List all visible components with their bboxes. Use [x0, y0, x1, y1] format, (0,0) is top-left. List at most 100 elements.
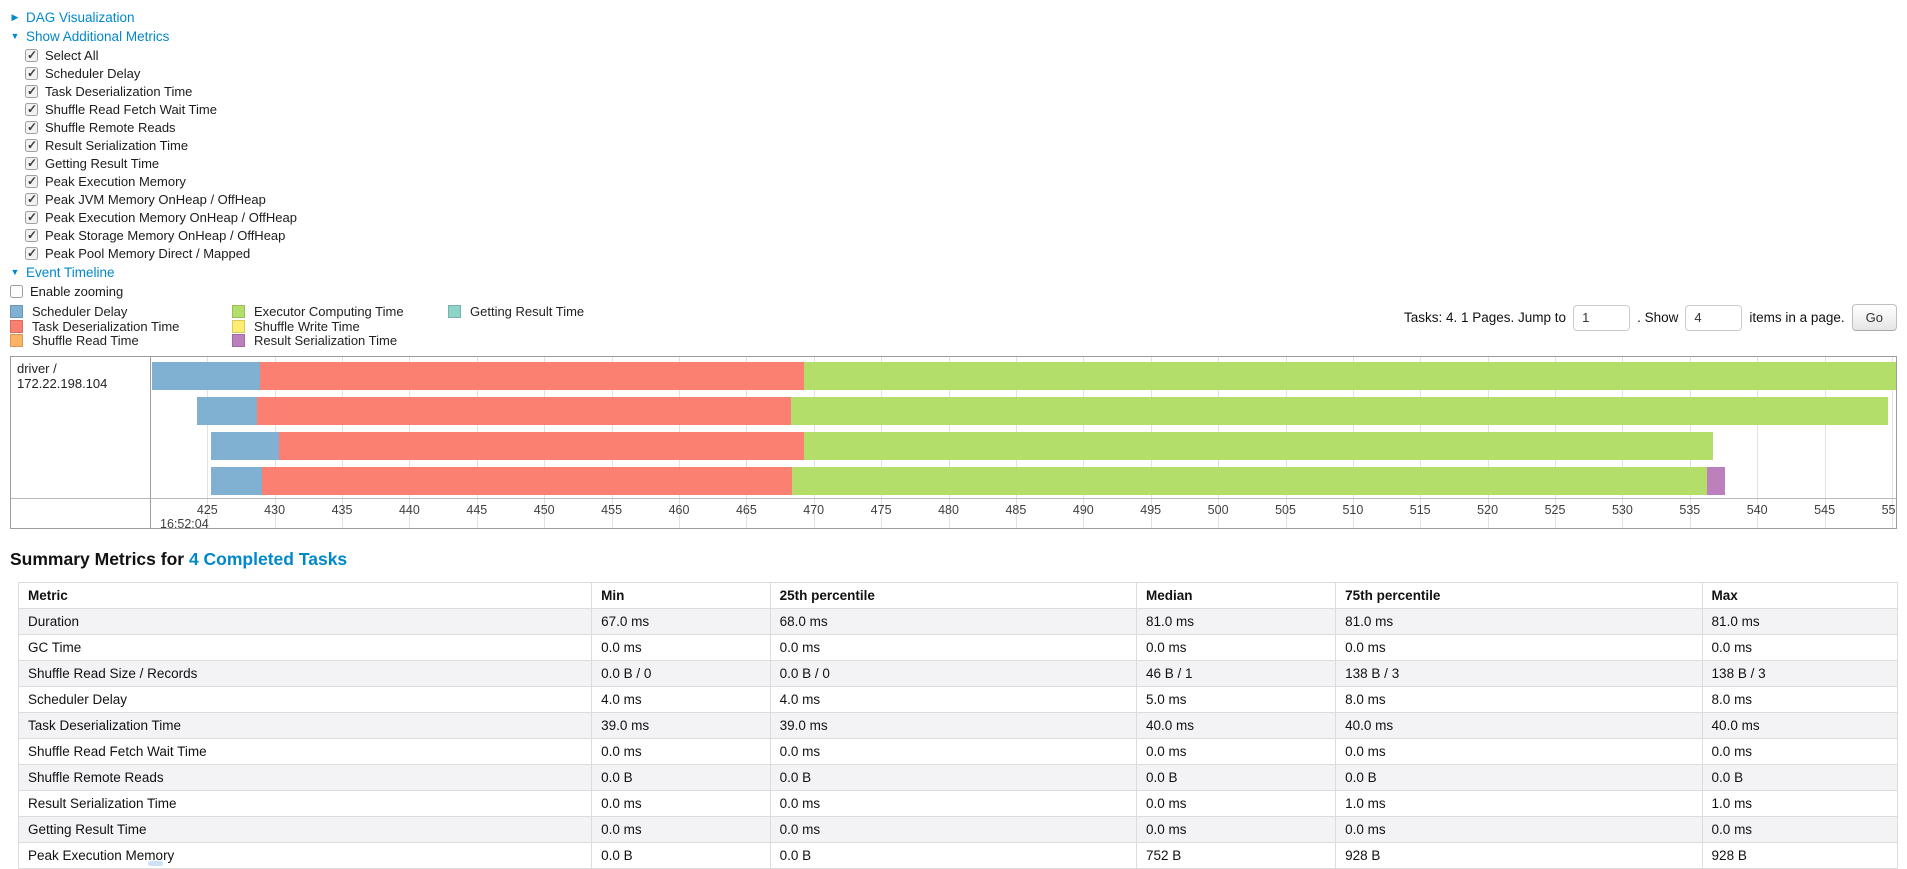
metric-name-cell: Duration [17, 608, 593, 635]
axis-tick-label: 485 [1005, 503, 1027, 517]
axis-tick-label: 520 [1477, 503, 1499, 517]
task-bar[interactable] [196, 397, 1888, 425]
metric-checkbox-label: Getting Result Time [45, 155, 160, 171]
page-size-input[interactable] [1685, 304, 1743, 331]
executor-computing-segment[interactable] [792, 467, 1708, 495]
axis-tick-label: 535 [1679, 503, 1701, 517]
timeline-plot: 425 430 435 440 445 450 455 460 465 470 475 480 485 4… [152, 357, 1896, 528]
axis-tick-label: 480 [938, 503, 959, 517]
scheduler-delay-segment[interactable] [196, 397, 258, 425]
go-button[interactable]: Go [1851, 304, 1897, 331]
metric-value-cell: 0.0 ms [591, 738, 771, 765]
axis-tick-label: 465 [735, 503, 757, 517]
legend-swatch [232, 305, 245, 318]
axis-tick-label: 470 [803, 503, 825, 517]
metric-checkbox[interactable] [25, 192, 38, 206]
column-header: Median [1135, 582, 1337, 609]
axis-tick-label: 540 [1746, 503, 1768, 517]
metric-value-cell: 0.0 ms [769, 790, 1137, 817]
axis-tick-label: 510 [1342, 503, 1364, 517]
metric-value-cell: 0.0 ms [1335, 816, 1703, 843]
scheduler-delay-segment[interactable] [211, 467, 263, 495]
executor-computing-segment[interactable] [790, 397, 1888, 425]
event-timeline-label: Event Timeline [26, 264, 115, 280]
metric-name-cell: Shuffle Read Size / Records [17, 660, 593, 687]
caret-down-icon: ▼ [10, 267, 20, 277]
metric-checkbox-row: Peak JVM Memory OnHeap / OffHeap [10, 190, 1897, 208]
column-header: Metric [17, 582, 593, 609]
legend-swatch [448, 305, 461, 318]
table-row: Scheduler Delay 4.0 ms 4.0 ms 5.0 ms 8.0 ms 8… [17, 686, 1899, 713]
legend-item: Task Deserialization Time [10, 319, 206, 334]
scheduler-delay-segment[interactable] [152, 362, 260, 390]
metric-value-cell: 0.0 ms [1135, 738, 1337, 765]
metric-checkbox-label: Scheduler Delay [45, 65, 141, 81]
table-row: Shuffle Read Size / Records 0.0 B / 0 0.0 … [17, 660, 1899, 687]
metric-value-cell: 0.0 ms [1701, 816, 1899, 843]
metric-value-cell: 0.0 ms [591, 790, 771, 817]
event-timeline-toggle[interactable]: ▼ Event Timeline [10, 263, 1897, 281]
metric-checkbox[interactable] [25, 156, 38, 170]
dag-visualization-toggle[interactable]: ▶ DAG Visualization [10, 8, 1897, 26]
task-bar[interactable] [152, 362, 1896, 390]
show-additional-metrics-label: Show Additional Metrics [26, 28, 170, 44]
enable-zooming-label: Enable zooming [30, 283, 124, 299]
completed-tasks-link[interactable]: 4 Completed Tasks [188, 549, 348, 569]
result-serialization-segment[interactable] [1707, 467, 1725, 495]
legend-label: Executor Computing Time [254, 304, 404, 319]
grid-line [207, 357, 209, 528]
metric-checkbox-row: Shuffle Read Fetch Wait Time [10, 100, 1897, 118]
task-deserialization-segment[interactable] [259, 362, 805, 390]
axis-tick-label: 545 [1814, 503, 1836, 517]
metric-checkbox[interactable] [25, 138, 38, 152]
jump-to-page-input[interactable] [1573, 304, 1631, 331]
executor-computing-segment[interactable] [804, 432, 1713, 460]
metric-value-cell: 0.0 B [1135, 764, 1337, 791]
scheduler-delay-segment[interactable] [211, 432, 279, 460]
metric-checkbox-row: Peak Execution Memory OnHeap / OffHeap [10, 208, 1897, 226]
tasks-summary-text: Tasks: 4. 1 Pages. Jump to [1403, 310, 1567, 325]
metric-checkbox-label: Peak JVM Memory OnHeap / OffHeap [45, 191, 266, 207]
metric-name-cell: GC Time [17, 634, 593, 661]
metric-value-cell: 138 B / 3 [1701, 660, 1899, 687]
metric-checkbox[interactable] [25, 174, 38, 188]
metric-value-cell: 81.0 ms [1335, 608, 1703, 635]
axis-tick-label: 505 [1275, 503, 1296, 517]
metric-checkbox[interactable] [25, 66, 38, 80]
task-bar[interactable] [211, 432, 1713, 460]
metric-checkbox-label: Select All [45, 47, 99, 63]
column-header: Max [1701, 582, 1899, 609]
axis-tick-label: 490 [1072, 503, 1094, 517]
task-deserialization-segment[interactable] [278, 432, 805, 460]
metric-checkbox[interactable] [25, 84, 38, 98]
metric-checkbox[interactable] [25, 246, 38, 260]
column-header: 75th percentile [1335, 582, 1703, 609]
legend-item: Scheduler Delay [10, 304, 206, 319]
metric-checkbox[interactable] [25, 210, 38, 224]
executor-computing-segment[interactable] [804, 362, 1896, 390]
task-deserialization-segment[interactable] [262, 467, 793, 495]
task-bar[interactable] [211, 467, 1725, 495]
table-row: Shuffle Remote Reads 0.0 B 0.0 B 0.0 B 0.0 B… [17, 764, 1899, 791]
enable-zooming-checkbox[interactable] [10, 284, 23, 298]
metric-checkbox-label: Peak Execution Memory [45, 173, 186, 189]
metric-value-cell: 0.0 ms [1135, 790, 1337, 817]
legend-swatch [10, 334, 23, 348]
metric-value-cell: 0.0 ms [769, 738, 1137, 765]
axis-tick-label: 515 [1409, 503, 1431, 517]
task-deserialization-segment[interactable] [257, 397, 791, 425]
metric-value-cell: 0.0 B [1701, 764, 1899, 791]
items-in-page-text: items in a page. [1749, 310, 1845, 325]
metric-checkbox[interactable] [25, 228, 38, 242]
axis-tick-label: 550 [1881, 503, 1896, 517]
show-text: . Show [1637, 310, 1679, 325]
metric-value-cell: 39.0 ms [591, 712, 771, 739]
metric-checkbox-label: Peak Execution Memory OnHeap / OffHeap [45, 209, 297, 225]
metric-checkbox[interactable] [25, 102, 38, 116]
legend-label: Getting Result Time [470, 304, 585, 319]
metric-checkbox[interactable] [25, 48, 38, 62]
dag-visualization-label: DAG Visualization [26, 9, 135, 25]
show-additional-metrics-toggle[interactable]: ▼ Show Additional Metrics [10, 27, 1897, 45]
axis-tick-label: 425 [196, 503, 218, 517]
metric-checkbox[interactable] [25, 120, 38, 134]
